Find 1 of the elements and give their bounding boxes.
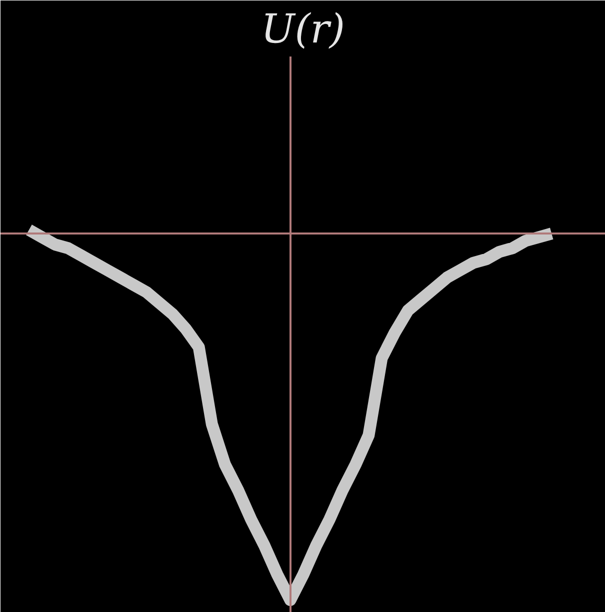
chart-title: U(r)	[260, 6, 346, 52]
